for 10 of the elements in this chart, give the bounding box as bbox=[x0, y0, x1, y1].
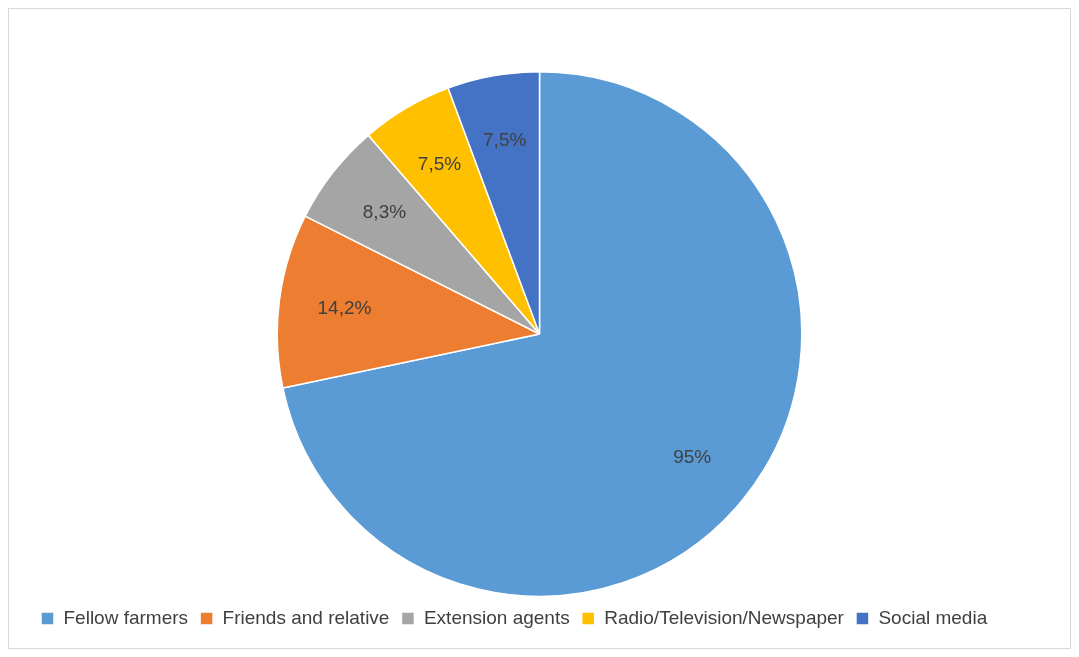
data-label: 14,2% bbox=[317, 296, 372, 318]
legend-label: Friends and relative bbox=[222, 606, 390, 628]
legend-label: Fellow farmers bbox=[63, 606, 189, 628]
data-label: 8,3% bbox=[362, 201, 407, 223]
data-label: 95% bbox=[673, 446, 712, 468]
data-label: 7,5% bbox=[417, 152, 462, 174]
legend-label: Extension agents bbox=[423, 606, 570, 628]
legend-label: Radio/Television/Newspaper bbox=[604, 606, 845, 628]
data-label: 7,5% bbox=[483, 128, 527, 150]
legend-label: Social media bbox=[878, 606, 988, 628]
